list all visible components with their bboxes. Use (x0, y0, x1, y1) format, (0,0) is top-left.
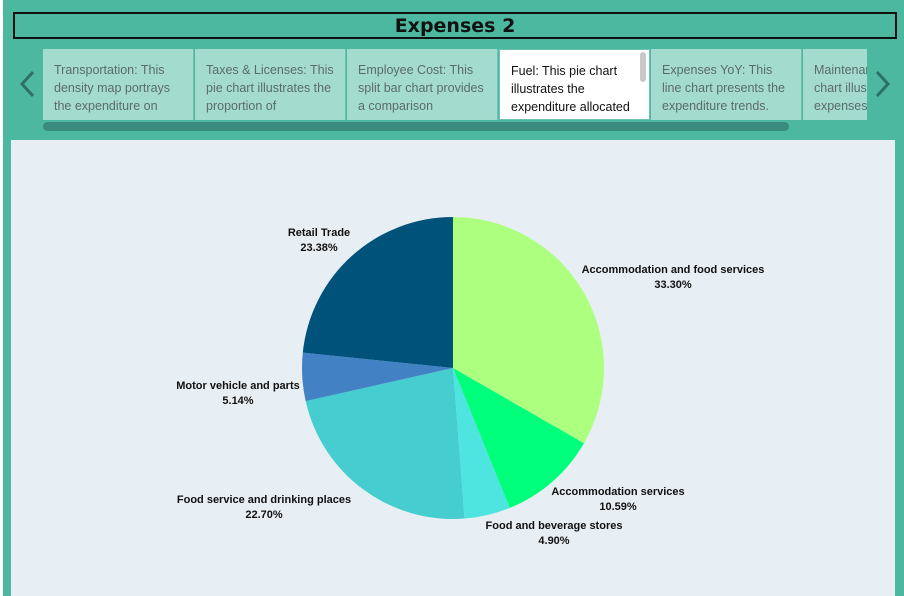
slice-value-label: 33.30% (654, 279, 692, 291)
pie-slice[interactable] (453, 217, 604, 444)
card-description: Expenses YoY: This line chart presents t… (662, 63, 785, 113)
carousel-card[interactable]: Transportation: This density map portray… (43, 49, 194, 120)
card-description: Employee Cost: This split bar chart prov… (358, 63, 484, 113)
chart-panel: Accommodation and food services 33.30% Acc… (11, 140, 895, 596)
pie-slice[interactable] (453, 368, 584, 508)
carousel-cards: Transportation: This density map portray… (43, 49, 867, 121)
carousel-card[interactable]: Employee Cost: This split bar chart prov… (347, 49, 498, 120)
card-scrollbar[interactable] (640, 52, 646, 82)
chevron-right-icon (875, 70, 891, 98)
slice-value-label: 4.90% (538, 535, 569, 547)
slice-value-label: 5.14% (222, 395, 253, 407)
slice-name-label: Accommodation services (551, 486, 684, 498)
pie-slice[interactable] (305, 368, 465, 519)
slice-value-label: 23.38% (300, 242, 338, 254)
card-description: Maintenance: This pie chart illustrates … (814, 63, 867, 113)
carousel-prev-button[interactable] (15, 64, 39, 104)
card-description: Fuel: This pie chart illustrates the exp… (511, 64, 630, 114)
slice-name-label: Food and beverage stores (486, 520, 623, 532)
carousel-next-button[interactable] (871, 64, 895, 104)
slice-value-label: 10.59% (599, 501, 637, 513)
card-description: Transportation: This density map portray… (54, 63, 171, 113)
card-description: Taxes & Licenses: This pie chart illustr… (206, 63, 334, 113)
carousel-card[interactable]: Fuel: This pie chart illustrates the exp… (499, 49, 650, 120)
dashboard-title: Expenses 2 (13, 12, 897, 39)
carousel-card[interactable]: Taxes & Licenses: This pie chart illustr… (195, 49, 346, 120)
slice-name-label: Food service and drinking places (177, 494, 351, 506)
pie-slice[interactable] (302, 217, 453, 368)
pie-slice[interactable] (302, 352, 453, 402)
chevron-left-icon (19, 70, 35, 98)
carousel-card[interactable]: Expenses YoY: This line chart presents t… (651, 49, 802, 120)
slice-name-label: Retail Trade (288, 227, 350, 239)
pie-slice[interactable] (453, 368, 510, 519)
carousel-card[interactable]: Maintenance: This pie chart illustrates … (803, 49, 867, 120)
carousel-scrollbar[interactable] (43, 122, 789, 131)
slice-name-label: Accommodation and food services (582, 264, 765, 276)
slice-value-label: 22.70% (245, 509, 283, 521)
pie-chart: Accommodation and food services 33.30% Acc… (176, 217, 765, 547)
slice-name-label: Motor vehicle and parts (176, 380, 299, 392)
